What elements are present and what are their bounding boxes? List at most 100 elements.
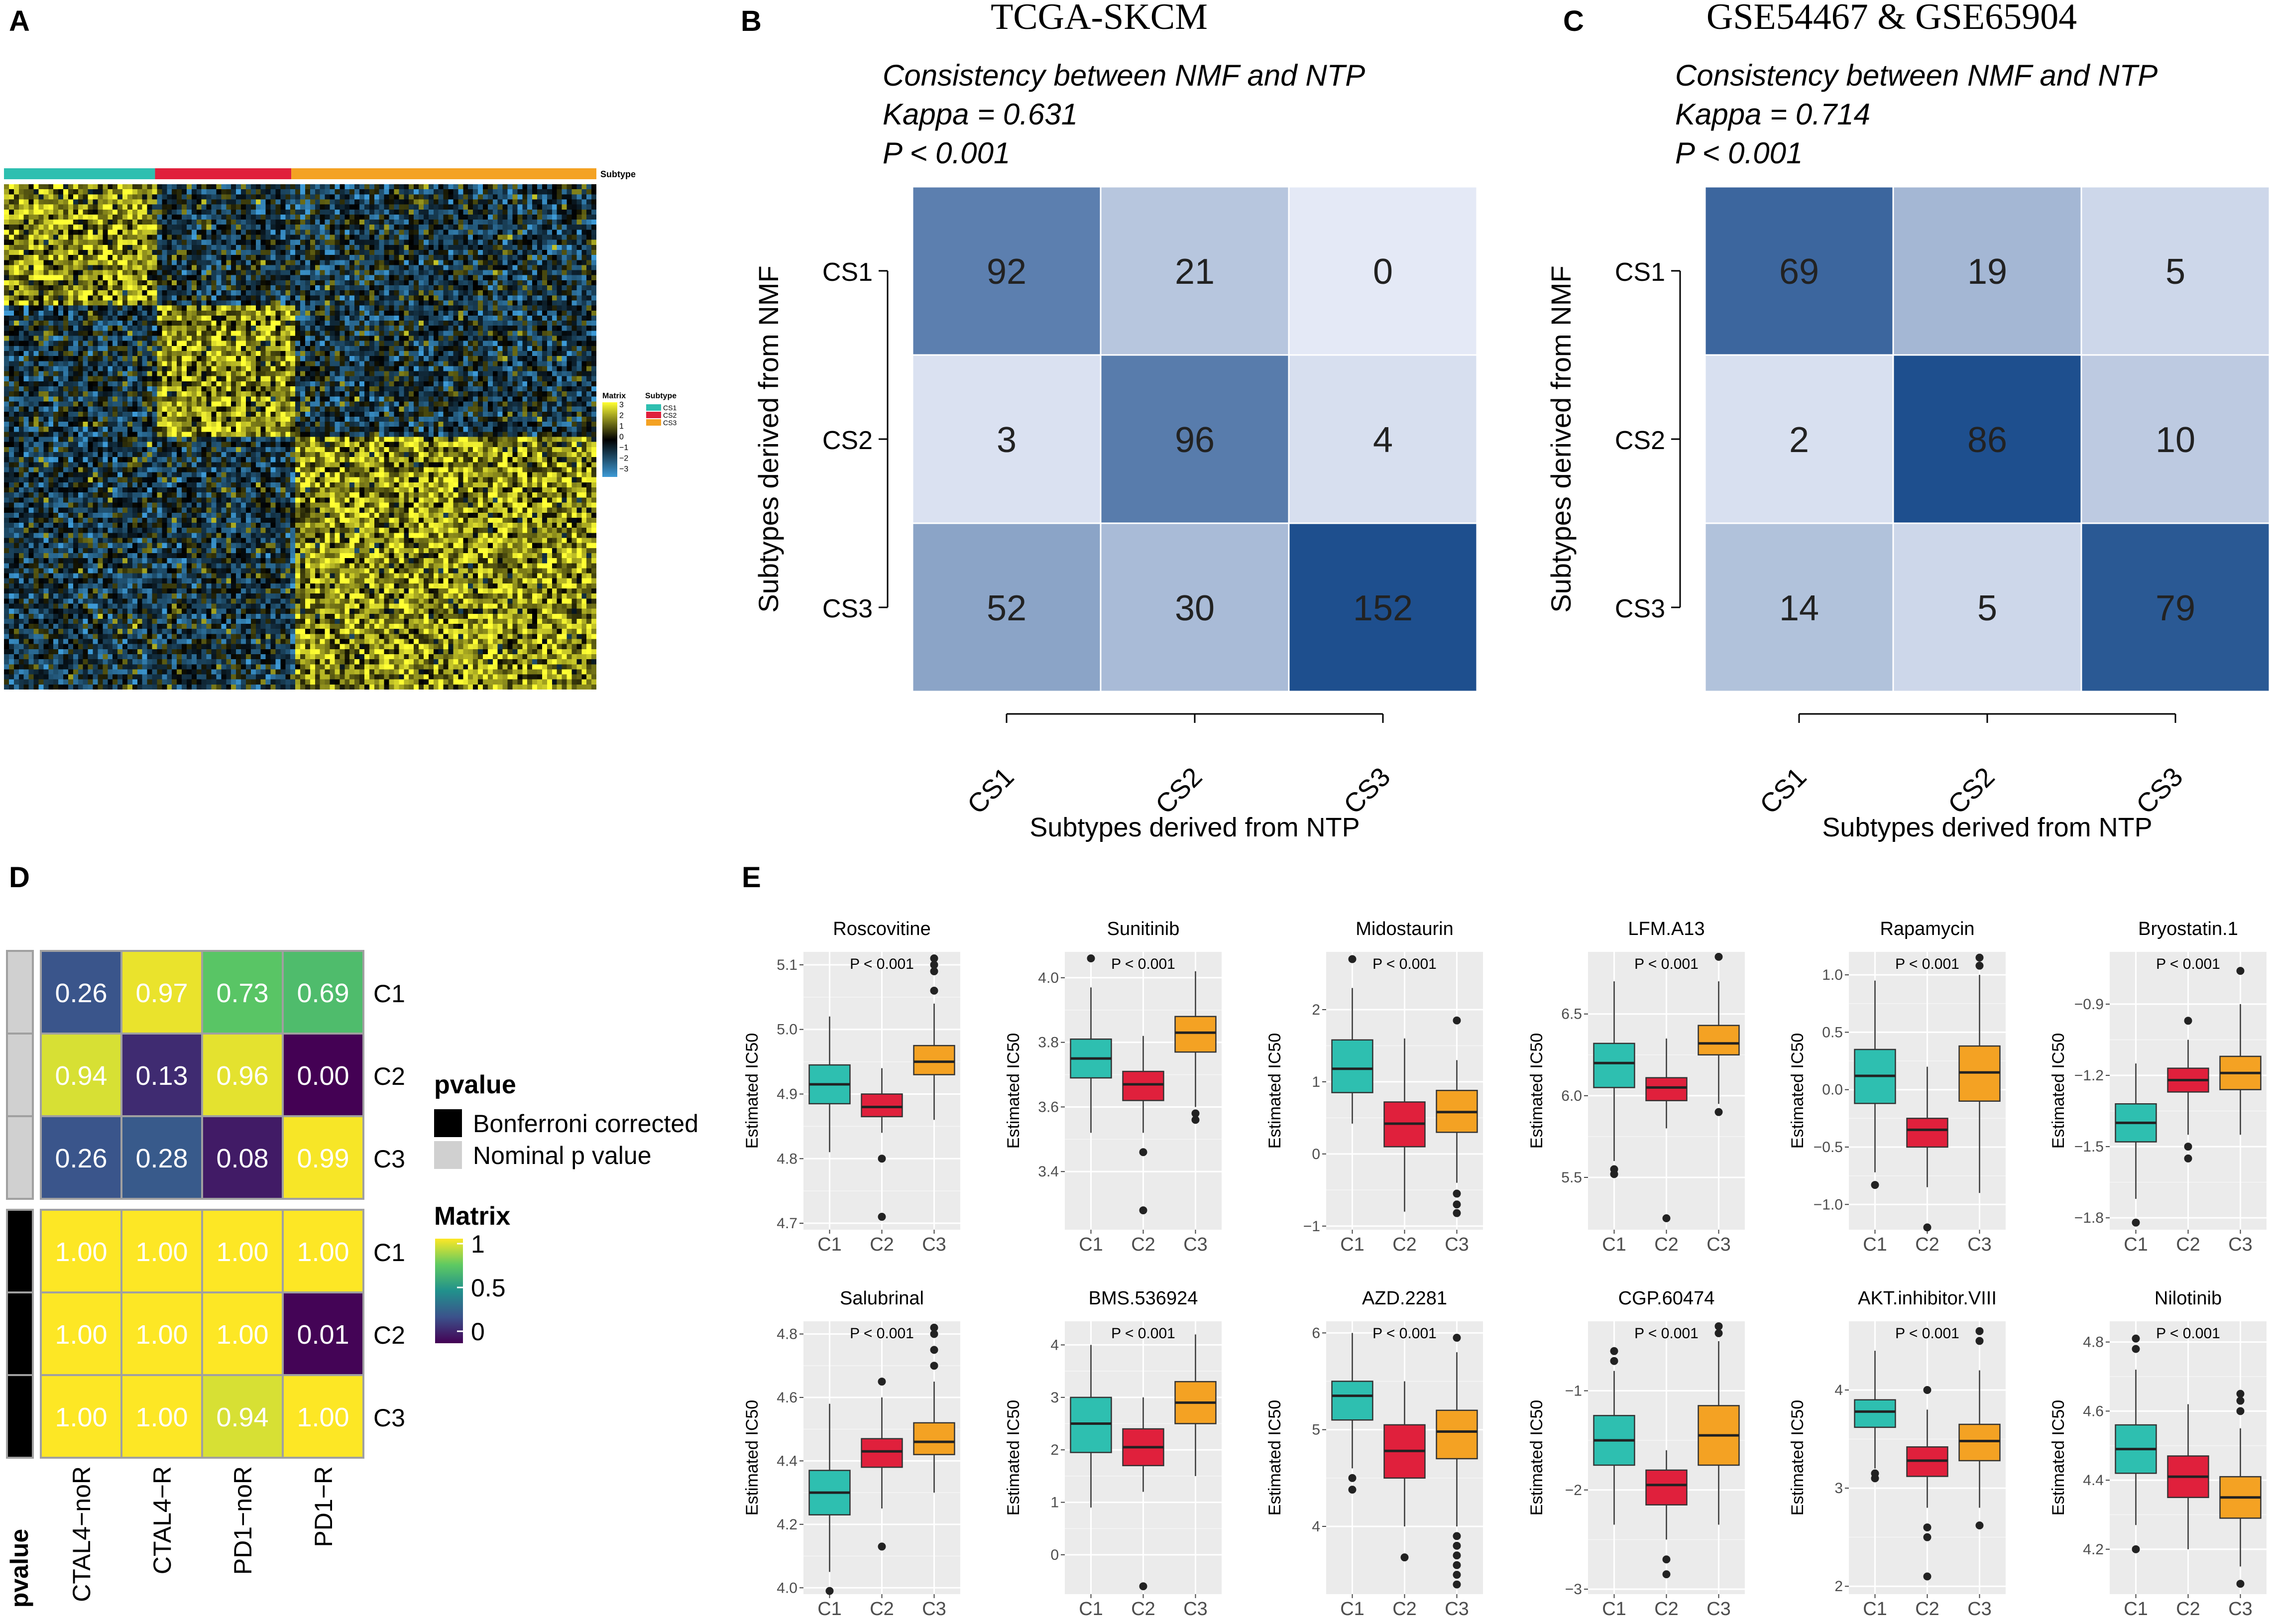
outlier-point: [1662, 1570, 1671, 1579]
x-tick-label: CS3: [1338, 762, 1396, 820]
submap-cell-value: 1.00: [135, 1320, 188, 1350]
submap-cell: [201, 950, 284, 1035]
matrix-legend-tick: −1: [619, 444, 628, 452]
p-value-label: P < 0.001: [850, 956, 914, 972]
submap-cell-value: 1.00: [55, 1237, 107, 1267]
matrix-legend-tick: 0.5: [471, 1274, 506, 1302]
outlier-point: [1871, 1181, 1879, 1189]
box-c3: [1958, 1423, 2001, 1462]
box-c3: [1698, 1025, 1740, 1056]
submap-cell-value: 0.00: [297, 1061, 349, 1091]
outlier-point: [1139, 1148, 1147, 1157]
panel-label-a: A: [9, 5, 30, 37]
pvalue-annotation-cell: [6, 1374, 34, 1459]
outlier-point: [1923, 1533, 1931, 1541]
confusion-cell-value: 52: [987, 588, 1026, 628]
x-tick-label: C1: [817, 1234, 842, 1255]
box-c2: [1645, 1077, 1688, 1101]
x-tick-label: C1: [1079, 1599, 1103, 1620]
plot-title: CGP.60474: [1618, 1288, 1715, 1309]
confusion-cell-value: 14: [1779, 588, 1819, 628]
submap-cell-value: 1.00: [135, 1402, 188, 1432]
confusion-cell-value: 69: [1779, 252, 1819, 292]
boxplot-azd-2281: 4 5 6 C1 C2 C3 AZD.2281 P < 0.001 Estimated IC50: [1265, 1288, 1483, 1620]
y-axis-title: Estimated IC50: [1004, 1400, 1023, 1515]
outlier-point: [930, 1346, 938, 1354]
p-value-label: P < 0.001: [1634, 956, 1699, 972]
x-tick-label: C2: [2176, 1599, 2200, 1620]
submap-cell-value: 0.99: [297, 1144, 349, 1173]
plot-title: BMS.536924: [1089, 1288, 1198, 1309]
outlier-point: [1975, 1337, 1984, 1345]
y-axis-title: Estimated IC50: [1527, 1033, 1546, 1149]
pvalue-annotation-cell: [6, 1209, 34, 1293]
box-c2: [1645, 1469, 1688, 1506]
matrix-legend-bar: [602, 402, 617, 477]
boxplot-akt-inhibitor-viii: 2 3 4 C1 C2 C3 AKT.inhibitor.VIII P < 0.001 Esti…: [1788, 1288, 2006, 1620]
outlier-point: [825, 1587, 834, 1595]
y-tick-label: −1: [1565, 1383, 1582, 1399]
y-tick-label: 4.8: [777, 1326, 797, 1342]
box-c2: [861, 1438, 903, 1468]
plot-title: Rapamycin: [1880, 919, 1974, 939]
submap-cell-value: 1.00: [297, 1402, 349, 1432]
outlier-point: [878, 1378, 886, 1386]
y-axis-title: Estimated IC50: [1265, 1033, 1284, 1149]
outlier-point: [1975, 1327, 1984, 1335]
y-tick-label: 4: [1050, 1337, 1059, 1353]
submap-col-label: CTAL4−noR: [68, 1466, 96, 1602]
plot-title: AKT.inhibitor.VIII: [1858, 1288, 1997, 1309]
y-tick-label: 4.4: [2083, 1472, 2104, 1489]
y-tick-label: 1: [1050, 1495, 1059, 1511]
y-axis-title: Estimated IC50: [1527, 1400, 1546, 1515]
x-tick-label: C1: [2124, 1599, 2148, 1620]
x-tick-label: C3: [1445, 1599, 1469, 1620]
outlier-point: [2236, 1390, 2245, 1398]
confusion-cell: [2080, 522, 2271, 693]
outlier-point: [1923, 1223, 1931, 1232]
confusion-cell-value: 21: [1175, 252, 1215, 292]
y-tick-label: 6: [1312, 1325, 1320, 1341]
outlier-point: [930, 986, 938, 995]
confusion-cell: [911, 522, 1102, 693]
y-tick-label: −3: [1565, 1581, 1582, 1598]
outlier-point: [1139, 1582, 1147, 1591]
y-tick-label: CS1: [822, 258, 873, 287]
submap-cell: [282, 1291, 364, 1376]
subtype-annotation-cs2: [155, 168, 292, 179]
outlier-point: [2132, 1334, 2140, 1343]
p-value-label: P < 0.001: [1111, 956, 1175, 972]
x-tick-label: C2: [1392, 1234, 1417, 1255]
x-axis-title: Subtypes derived from NTP: [1029, 812, 1360, 842]
expression-heatmap: [4, 184, 596, 690]
matrix-legend-tick: 2: [619, 412, 624, 420]
outlier-point: [1662, 1214, 1671, 1223]
box-c3: [913, 1044, 955, 1075]
y-tick-label: 2: [1050, 1442, 1059, 1458]
pvalue-annotation-cell: [6, 1033, 34, 1117]
pvalue-legend-label: Bonferroni corrected: [473, 1110, 698, 1138]
outlier-point: [930, 960, 938, 969]
x-tick-label: C3: [2228, 1599, 2253, 1620]
confusion-cell-value: 86: [1967, 420, 2007, 460]
y-tick-label: 4: [1834, 1382, 1843, 1398]
confusion-cell: [1892, 522, 2082, 693]
outlier-point: [1348, 1474, 1357, 1482]
subtype-annotation-cs3: [291, 168, 596, 179]
y-tick-label: 4.4: [777, 1453, 797, 1469]
outlier-point: [1975, 961, 1984, 970]
submap-cell-value: 1.00: [135, 1237, 188, 1267]
x-tick-label: C2: [1131, 1234, 1155, 1255]
subtype-annotation-cs1: [4, 168, 155, 179]
x-tick-label: C2: [870, 1599, 894, 1620]
y-tick-label: 4.6: [777, 1390, 797, 1406]
outlier-point: [1348, 955, 1357, 963]
y-tick-label: 4.8: [2083, 1334, 2104, 1351]
submap-cell: [120, 950, 203, 1035]
panel-label-b: B: [741, 5, 762, 37]
y-tick-label: 4.8: [777, 1151, 797, 1167]
confusion-cell: [1892, 186, 2082, 356]
y-tick-label: 4.6: [2083, 1403, 2104, 1419]
outlier-point: [1087, 954, 1095, 962]
pvalue-annotation-label: pvalue: [5, 1529, 33, 1608]
